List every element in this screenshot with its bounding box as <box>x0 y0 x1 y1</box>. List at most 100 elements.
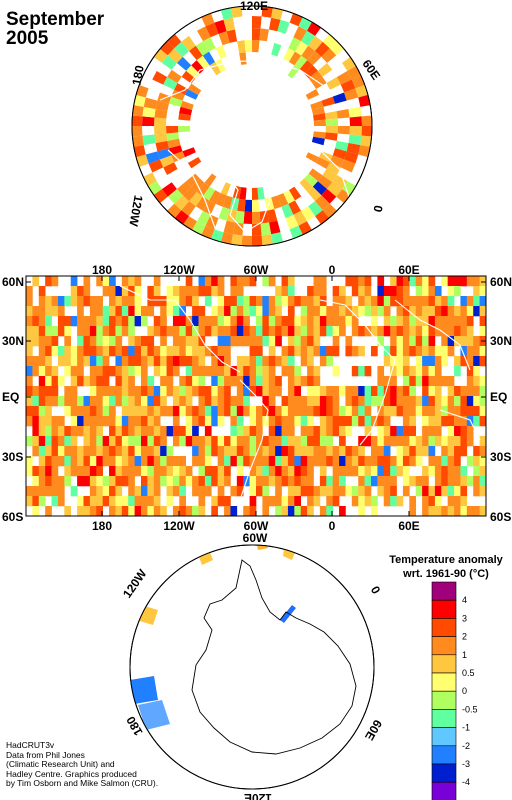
world-grid-cell <box>377 406 385 417</box>
world-grid-cell <box>217 386 225 397</box>
world-grid-cell <box>77 346 84 357</box>
world-grid-cell <box>57 396 65 407</box>
world-grid-cell <box>153 506 161 516</box>
world-grid-cell <box>51 436 59 447</box>
world-grid-cell <box>83 466 91 477</box>
north-polar-grid-cell <box>154 133 168 143</box>
world-grid-cell <box>166 326 174 337</box>
world-grid-cell <box>51 376 59 387</box>
sp-label-0: 0 <box>368 584 384 597</box>
world-grid-cell <box>249 366 257 377</box>
world-grid-cell <box>26 326 33 337</box>
world-grid-cell <box>160 376 167 387</box>
north-polar-grid-cell <box>189 191 203 207</box>
world-grid-cell <box>454 446 461 457</box>
world-grid-cell <box>479 386 486 397</box>
world-grid-cell <box>294 346 302 357</box>
world-grid-cell <box>307 386 314 397</box>
world-grid-cell <box>351 446 359 457</box>
world-grid-cell <box>294 476 302 487</box>
world-grid-cell <box>287 456 295 467</box>
sp-label-60e: 60E <box>362 717 385 742</box>
world-grid-cell <box>371 386 378 397</box>
world-grid-cell <box>249 466 257 477</box>
world-grid-cell <box>147 286 155 297</box>
wm-top-lon-180: 180 <box>92 263 112 277</box>
world-grid-cell <box>224 446 231 457</box>
north-polar-grid-cell <box>167 189 183 204</box>
world-grid-cell <box>172 426 180 437</box>
world-grid-cell <box>134 406 142 417</box>
world-grid-cell <box>402 346 410 357</box>
world-grid-cell <box>115 466 123 477</box>
world-grid-cell <box>383 426 391 437</box>
world-grid-cell <box>128 446 135 457</box>
world-grid-cell <box>396 456 404 467</box>
legend-title-line2: wrt. 1961-90 (°C) <box>402 568 489 580</box>
world-grid-cell <box>198 416 206 427</box>
world-grid-cell <box>262 306 270 317</box>
world-grid-cell <box>262 316 270 327</box>
world-grid-cell <box>383 376 391 387</box>
north-polar-grid-cell <box>180 100 194 110</box>
world-grid-cell <box>236 426 244 437</box>
world-grid-cell <box>415 306 423 317</box>
world-grid-cell <box>390 276 397 287</box>
world-grid-cell <box>83 346 91 357</box>
world-grid-cell <box>371 436 378 447</box>
world-grid-cell <box>224 436 231 447</box>
world-grid-cell <box>179 496 187 507</box>
world-grid-cell <box>364 416 372 427</box>
world-grid-cell <box>26 286 33 297</box>
north-polar-grid-cell <box>252 40 260 53</box>
world-grid-cell <box>217 416 225 427</box>
world-grid-cell <box>441 456 448 467</box>
world-grid-cell <box>128 466 135 477</box>
world-grid-cell <box>192 406 199 417</box>
world-grid-cell <box>415 376 423 387</box>
world-grid-cell <box>211 446 218 457</box>
world-grid-cell <box>89 386 97 397</box>
world-grid-cell <box>243 396 250 407</box>
world-grid-cell <box>153 386 161 397</box>
world-grid-cell <box>77 296 84 307</box>
world-grid-cell <box>249 356 257 367</box>
world-grid-cell <box>422 506 429 516</box>
world-grid-cell <box>109 276 116 287</box>
legend-swatch <box>431 745 457 765</box>
world-grid-cell <box>70 446 78 457</box>
world-grid-cell <box>479 316 486 327</box>
world-grid-cell <box>83 376 91 387</box>
world-grid-cell <box>326 416 333 427</box>
world-grid-cell <box>128 336 135 347</box>
world-grid-cell <box>134 506 142 516</box>
world-grid-cell <box>141 456 148 467</box>
world-grid-cell <box>121 406 129 417</box>
world-grid-cell <box>466 356 474 367</box>
world-grid-cell <box>402 386 410 397</box>
north-polar-grid-cell <box>176 181 192 196</box>
world-grid-cell <box>415 326 423 337</box>
world-grid-cell <box>185 276 193 287</box>
world-grid-cell <box>268 496 276 507</box>
north-polar-grid-cell <box>321 189 337 204</box>
world-grid-cell <box>441 346 448 357</box>
world-grid-cell <box>339 446 346 457</box>
world-grid-cell <box>332 456 340 467</box>
north-polar-grid-cell <box>271 42 282 57</box>
world-grid-cell <box>466 436 474 447</box>
north-polar-grid-cell <box>294 55 308 70</box>
world-grid-cell <box>115 286 123 297</box>
world-grid-cell <box>268 326 276 337</box>
world-grid-cell <box>281 346 289 357</box>
world-grid-cell <box>121 356 129 367</box>
world-grid-cell <box>319 506 327 516</box>
world-grid-cell <box>204 416 212 427</box>
north-polar-grid-cell <box>239 187 247 200</box>
world-grid-cell <box>275 406 282 417</box>
world-grid-cell <box>326 356 333 367</box>
world-grid-cell <box>77 426 84 437</box>
world-grid-cell <box>179 426 187 437</box>
world-grid-cell <box>211 396 218 407</box>
world-grid-cell <box>38 296 46 307</box>
